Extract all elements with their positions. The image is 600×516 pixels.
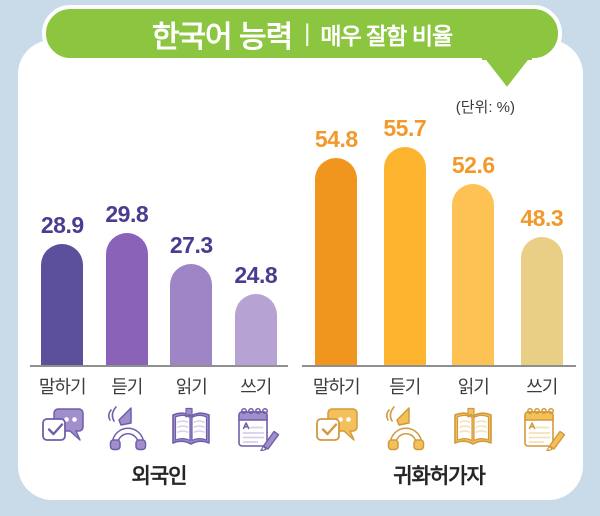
group-title-naturalized: 귀화허가자 [393,465,486,488]
category-speaking: 말하기 [312,377,361,397]
write-icon [508,403,577,451]
page-subtitle: 매우 잘함 비율 [320,22,453,49]
bar-value: 48.3 [520,205,564,231]
bar-value: 27.3 [169,232,213,258]
bar-column: 28.9 [30,113,95,365]
bar-value: 28.9 [40,212,84,238]
group-naturalized: 54.8 55.7 52.6 48.3 [302,113,576,490]
title-separator: | [304,19,311,47]
bar-column: 29.8 [95,113,160,365]
bar-speaking [315,158,358,365]
unit-label: (단위: %) [455,99,515,116]
bar-column: 24.8 [224,113,289,365]
read-icon [439,403,508,451]
group-title-foreigners: 외국인 [131,465,188,488]
bar-column: 52.6 [439,113,508,365]
listen-icon [371,403,440,451]
group-foreigners: 28.9 29.8 27.3 24.8 [30,113,288,490]
bar-speaking [41,244,84,365]
category-writing: 쓰기 [526,377,558,397]
write-icon [224,403,289,451]
bar-column: 27.3 [159,113,224,365]
category-speaking: 말하기 [38,377,87,397]
bar-value: 54.8 [314,126,358,152]
category-reading: 읽기 [175,377,208,397]
bar-column: 54.8 [302,113,371,365]
bar-value: 55.7 [383,115,427,141]
bar-reading [170,264,213,365]
category-listening: 듣기 [111,377,143,397]
bar-value: 24.8 [234,262,278,288]
listen-icon [95,403,160,451]
bar-column: 48.3 [508,113,577,365]
title-banner: 한국어 능력 | 매우 잘함 비율 [42,5,562,62]
read-icon [159,403,224,451]
category-labels: 말하기 듣기 읽기 쓰기 [30,373,288,399]
banner-tail [480,58,534,92]
bar-listening [105,233,148,365]
bar-reading [452,184,495,365]
speak-icon [302,403,371,451]
category-reading: 읽기 [457,377,490,397]
bar-value: 52.6 [451,152,495,178]
bar-writing [520,237,563,365]
bars-foreigners: 28.9 29.8 27.3 24.8 [30,113,288,367]
category-listening: 듣기 [389,377,421,397]
category-writing: 쓰기 [240,377,272,397]
category-labels: 말하기 듣기 읽기 쓰기 [302,373,576,399]
chart-card: (단위: %) 28.9 29.8 27.3 [18,40,583,500]
bars-naturalized: 54.8 55.7 52.6 48.3 [302,113,576,367]
speak-icon [30,403,95,451]
bar-value: 29.8 [105,201,149,227]
category-icons [302,403,576,451]
page-title: 한국어 능력 [151,20,293,54]
bar-column: 55.7 [371,113,440,365]
category-icons [30,403,288,451]
chart-area: 28.9 29.8 27.3 24.8 [30,113,576,490]
bar-writing [234,294,277,365]
bar-listening [383,147,426,365]
